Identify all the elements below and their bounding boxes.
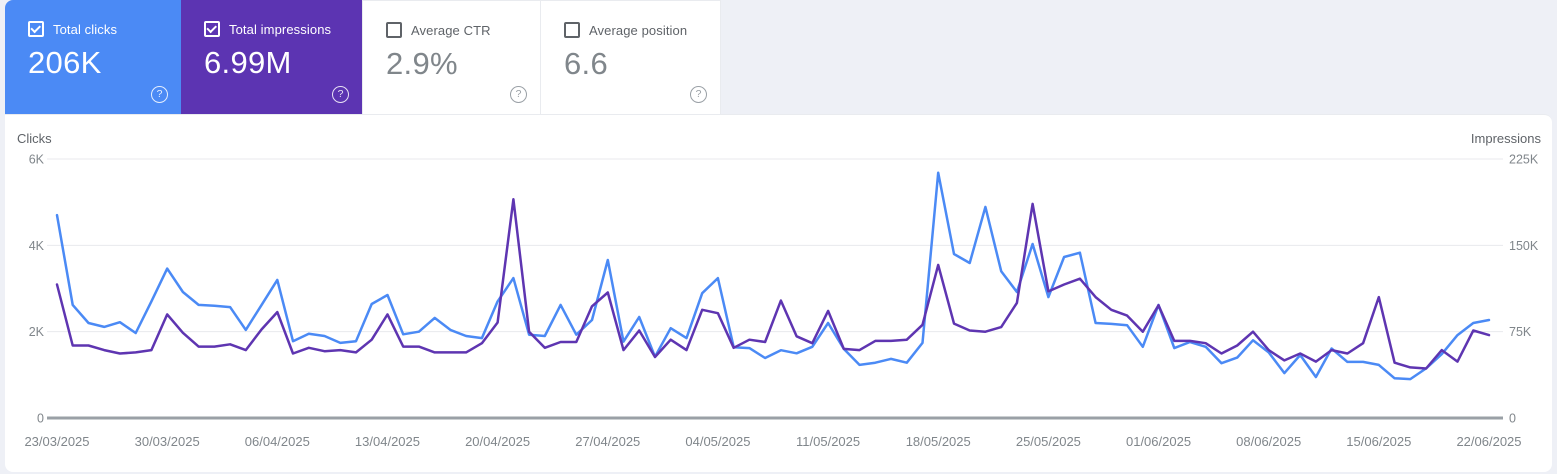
- clicks-line: [55, 171, 1491, 381]
- date-label: 20/04/2025: [465, 434, 530, 449]
- left-axis-tick: 2K: [29, 325, 45, 339]
- metric-tile-total-clicks[interactable]: Total clicks 206K ?: [5, 0, 181, 114]
- total-impressions-value: 6.99M: [204, 45, 292, 80]
- average-ctr-value: 2.9%: [386, 46, 458, 81]
- date-label: 13/04/2025: [355, 434, 420, 449]
- left-axis-title: Clicks: [17, 131, 52, 146]
- metric-tile-average-ctr[interactable]: Average CTR 2.9% ?: [362, 0, 541, 114]
- right-axis-tick: 75K: [1509, 325, 1532, 339]
- date-label: 04/05/2025: [685, 434, 750, 449]
- total-clicks-value: 206K: [28, 45, 102, 80]
- help-icon[interactable]: ?: [690, 86, 707, 103]
- right-axis-tick: 150K: [1509, 239, 1539, 253]
- date-label: 27/04/2025: [575, 434, 640, 449]
- metric-label: Total clicks: [53, 21, 118, 37]
- left-axis-tick: 4K: [29, 239, 45, 253]
- left-axis-tick: 0: [37, 412, 44, 426]
- date-label: 08/06/2025: [1236, 434, 1301, 449]
- metric-tile-average-position[interactable]: Average position 6.6 ?: [541, 0, 721, 114]
- help-icon[interactable]: ?: [151, 86, 168, 103]
- metric-label-row: Average CTR: [386, 22, 526, 38]
- metric-tiles-row: Total clicks 206K ? Total impressions 6.…: [5, 0, 721, 114]
- help-icon[interactable]: ?: [510, 86, 527, 103]
- date-label: 30/03/2025: [135, 434, 200, 449]
- date-label: 25/05/2025: [1016, 434, 1081, 449]
- help-icon[interactable]: ?: [332, 86, 349, 103]
- left-axis-tick: 6K: [29, 153, 45, 167]
- date-label: 22/06/2025: [1456, 434, 1521, 449]
- average-position-value: 6.6: [564, 46, 608, 81]
- average-position-checkbox[interactable]: [564, 22, 580, 38]
- impressions-line: [55, 198, 1491, 370]
- total-clicks-checkbox[interactable]: [28, 21, 44, 37]
- right-axis-title: Impressions: [1471, 131, 1542, 146]
- metric-tile-total-impressions[interactable]: Total impressions 6.99M ?: [181, 0, 362, 114]
- metric-label-row: Total impressions: [204, 21, 348, 37]
- performance-chart[interactable]: 0 2K 4K 6K 0 75K 150K 225K Clicks Impressions 23/0…: [0, 115, 1557, 474]
- total-impressions-checkbox[interactable]: [204, 21, 220, 37]
- right-axis-tick: 0: [1509, 412, 1516, 426]
- date-label: 15/06/2025: [1346, 434, 1411, 449]
- metric-label: Average CTR: [411, 22, 491, 38]
- metric-label-row: Total clicks: [28, 21, 167, 37]
- average-ctr-checkbox[interactable]: [386, 22, 402, 38]
- date-label: 01/06/2025: [1126, 434, 1191, 449]
- date-label: 11/05/2025: [796, 434, 860, 449]
- date-label: 06/04/2025: [245, 434, 310, 449]
- metric-label: Total impressions: [229, 21, 332, 37]
- date-label: 18/05/2025: [906, 434, 971, 449]
- metric-label-row: Average position: [564, 22, 706, 38]
- metric-label: Average position: [589, 22, 688, 38]
- date-label: 23/03/2025: [24, 434, 89, 449]
- right-axis-tick: 225K: [1509, 153, 1539, 167]
- performance-chart-card: [5, 114, 1552, 472]
